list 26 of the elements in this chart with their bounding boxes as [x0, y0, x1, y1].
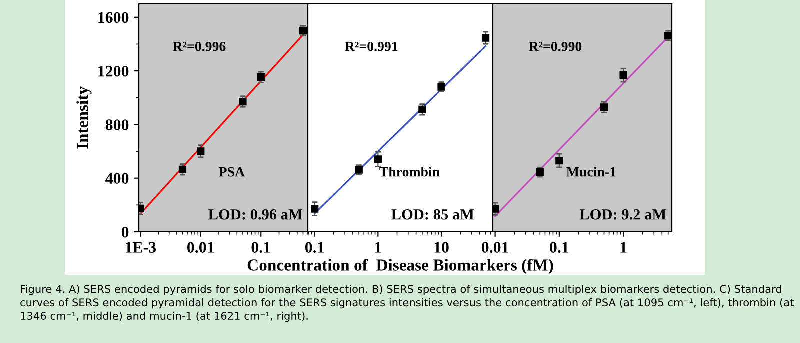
annotation: R²=0.996	[173, 42, 226, 52]
annotation: LOD: 0.96 aM	[208, 209, 302, 220]
annotation: R²=0.991	[345, 42, 398, 52]
x-tick-label: 0.1	[252, 242, 270, 254]
annotation: PSA	[219, 167, 245, 177]
y-axis-title: Intensity	[76, 86, 92, 149]
annotation: R²=0.990	[529, 42, 582, 52]
x-axis-title: Concentration of Disease Biomarkers (fM)	[248, 258, 554, 274]
annotation: Mucin-1	[566, 166, 616, 177]
annotation: LOD: 85 aM	[392, 209, 474, 220]
y-tick-label: 1600	[98, 12, 129, 24]
x-tick-label: 0.01	[188, 242, 214, 254]
x-tick-label: 0.1	[550, 242, 569, 254]
annotation: LOD: 9.2 aM	[580, 210, 666, 220]
y-tick-label: 400	[106, 173, 129, 184]
x-tick-label: 1E-3	[126, 242, 156, 253]
y-tick-label: 800	[106, 120, 129, 130]
x-tick-label: 10	[434, 242, 449, 253]
x-tick-label: 1	[375, 242, 382, 253]
y-tick-label: 1200	[98, 66, 129, 77]
annotation: Thrombin	[380, 166, 440, 177]
x-tick-label: 0.1	[305, 242, 324, 254]
y-tick-label: 0	[122, 226, 129, 238]
x-tick-label: 1	[620, 242, 627, 253]
caption: Figure 4. A) SERS encoded pyramids for solo biomarker detection. B) SERS spectra of simultaneous multiplex biomarkers detection. C) Standard curves of SERS encoded pyramidal detection for the SERS signatures intensities versus the concentration of PSA (at 1095 cm⁻¹, left), thrombin (at 1346 cm⁻¹, middle) and mucin-1 (at 1621 cm⁻¹, right).	[20, 285, 794, 322]
x-tick-label: 0.01	[482, 242, 508, 254]
